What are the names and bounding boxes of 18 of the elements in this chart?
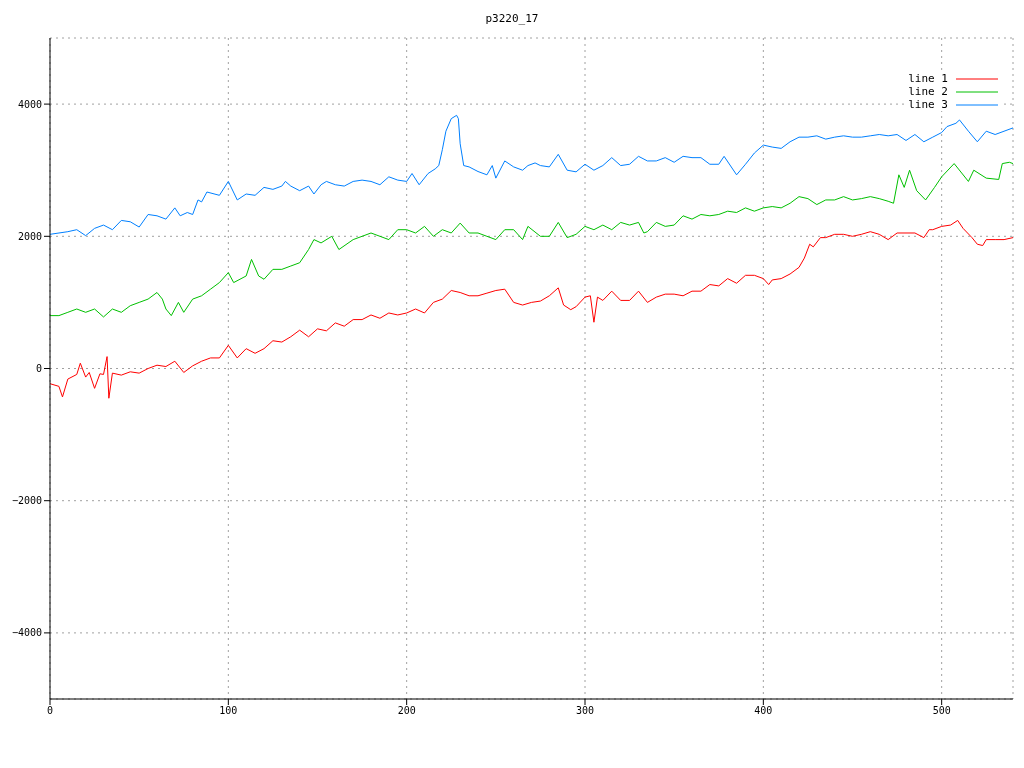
line-series (50, 161, 1013, 318)
x-tick-label: 300 (575, 705, 595, 717)
y-tick-label: 2000 (17, 230, 42, 242)
x-tick-label: 0 (46, 705, 54, 717)
x-tick-label: 100 (219, 705, 238, 717)
y-tick-label: −4000 (11, 627, 42, 639)
legend-label: line 2 (908, 85, 948, 98)
x-tick-label: 500 (932, 705, 951, 717)
x-tick-label: 200 (397, 705, 416, 717)
legend-label: line 1 (908, 72, 948, 85)
line-series (50, 114, 1013, 237)
x-tick-label: 400 (754, 705, 773, 717)
legend-label: line 3 (908, 98, 948, 111)
y-tick-label: 0 (35, 363, 42, 375)
line-series (50, 219, 1013, 399)
y-tick-label: 4000 (17, 98, 42, 110)
chart-title: p3220_17 (484, 11, 540, 27)
y-tick-label: −2000 (11, 495, 42, 507)
